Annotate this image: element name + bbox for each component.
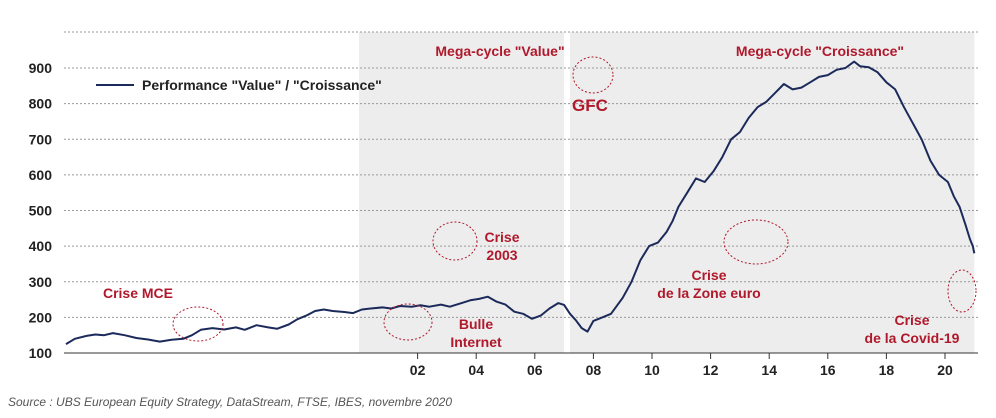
y-tick-label: 800 <box>29 96 53 112</box>
annotation-crise-2003-line: Crise <box>484 229 519 245</box>
x-tick-label: 12 <box>703 362 719 378</box>
legend-label: Performance "Value" / "Croissance" <box>142 77 382 93</box>
shaded-region-1 <box>359 32 565 353</box>
highlight-ellipse <box>383 303 433 341</box>
annotation-crise-zone-euro-line: Crise <box>691 267 726 283</box>
y-tick-label: 600 <box>29 167 53 183</box>
y-tick-label: 100 <box>29 345 53 361</box>
y-tick-label: 400 <box>29 238 53 254</box>
x-tick-label: 04 <box>468 362 484 378</box>
shaded-region-2 <box>569 32 975 353</box>
region-label-1: Mega-cycle "Value" <box>435 43 564 59</box>
y-tick-label: 900 <box>29 60 53 76</box>
y-tick-label: 300 <box>29 274 53 290</box>
x-tick-label: 02 <box>410 362 426 378</box>
x-tick-label: 20 <box>937 362 953 378</box>
highlight-ellipse <box>432 221 478 261</box>
x-tick-label: 06 <box>527 362 543 378</box>
highlight-ellipse <box>723 219 789 265</box>
y-tick-label: 500 <box>29 203 53 219</box>
annotation-crise-mce-line: Crise MCE <box>103 285 173 301</box>
source-note: Source : UBS European Equity Strategy, D… <box>8 395 452 409</box>
annotation-bulle-internet-line: Internet <box>450 334 502 350</box>
annotation-crise-covid-line: Crise <box>894 312 929 328</box>
annotation-gfc-line: GFC <box>572 96 608 115</box>
highlight-ellipse <box>572 56 614 94</box>
x-tick-label: 18 <box>879 362 895 378</box>
highlight-ellipse <box>947 269 977 313</box>
x-tick-label: 10 <box>644 362 660 378</box>
region-label-2: Mega-cycle "Croissance" <box>736 43 904 59</box>
annotation-crise-zone-euro-line: de la Zone euro <box>657 285 760 301</box>
y-tick-label: 200 <box>29 309 53 325</box>
highlight-ellipse <box>172 306 224 342</box>
x-tick-label: 08 <box>586 362 602 378</box>
annotation-crise-zone-euro: Crise de la Zone euro <box>657 267 760 301</box>
annotation-crise-2003: Crise 2003 <box>484 229 519 263</box>
annotation-crise-covid: Crise de la Covid-19 <box>865 312 960 346</box>
annotation-bulle-internet-line: Bulle <box>459 316 493 332</box>
annotation-gfc: GFC <box>572 96 608 115</box>
annotation-crise-covid-line: de la Covid-19 <box>865 330 960 346</box>
annotation-bulle-internet: Bulle Internet <box>450 316 502 350</box>
y-tick-label: 700 <box>29 131 53 147</box>
series-line-performance <box>65 60 976 345</box>
x-tick-label: 16 <box>820 362 836 378</box>
annotation-crise-2003-line: 2003 <box>486 247 517 263</box>
x-tick-label: 14 <box>761 362 777 378</box>
annotation-crise-mce: Crise MCE <box>103 285 173 301</box>
